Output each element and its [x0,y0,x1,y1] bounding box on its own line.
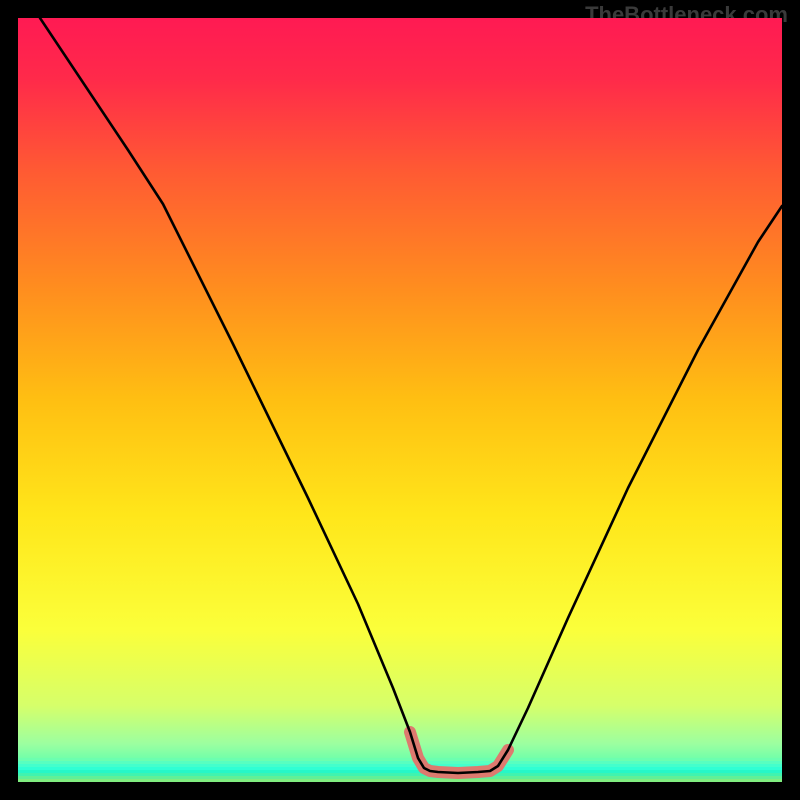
main-curve [40,18,782,773]
baseline-stripes [18,758,782,782]
plot-area [18,18,782,782]
chart-root: TheBottleneck.com [0,0,800,800]
curve-layer [18,18,782,782]
